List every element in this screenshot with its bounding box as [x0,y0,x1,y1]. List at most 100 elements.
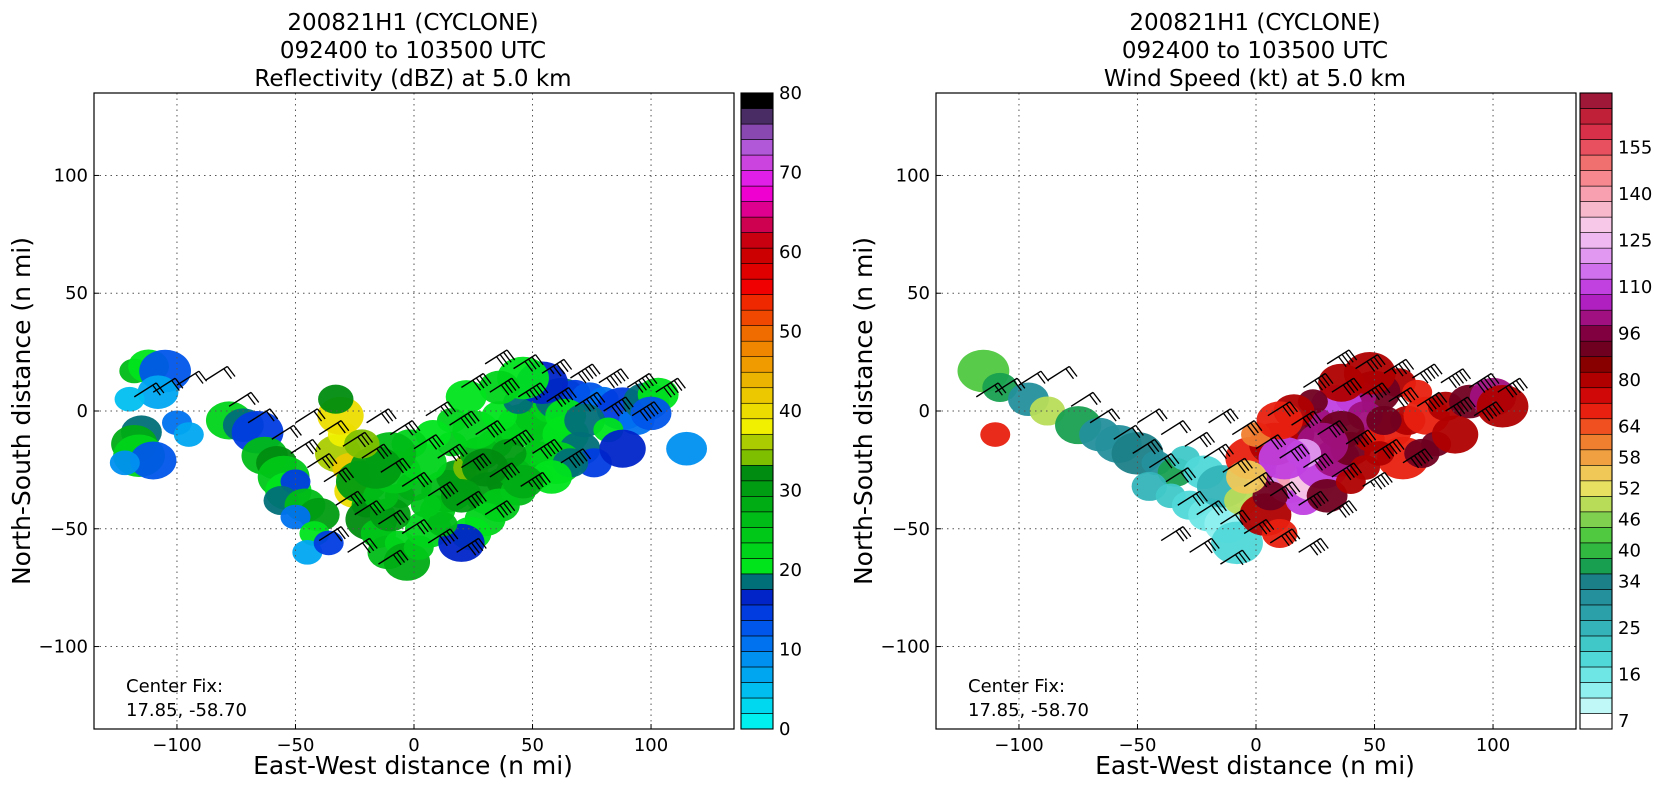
colorbar-tick-label: 80 [1618,370,1641,391]
data-cell [427,511,458,537]
wind-barb [503,429,535,448]
colorbar-segment [740,278,774,295]
x-ticks: −100 −50 0 50 100 [152,724,668,756]
colorbar-segment [1579,573,1613,590]
colorbar-segment [740,108,774,125]
colorbar-segment [740,139,774,156]
colorbar-segment [1579,139,1613,156]
center-fix-label: Center Fix: [126,676,223,697]
wind-barb [1189,537,1220,554]
wind-barb [437,443,468,462]
wind-barb [1298,490,1329,509]
colorbar-segment [740,511,774,528]
colorbar-segment [740,620,774,637]
wind-barb [626,372,658,393]
wind-barb [574,391,606,412]
wind-barb [1208,408,1239,424]
colorbar-segment [1579,682,1613,699]
colorbar-tick-label: 46 [1618,510,1641,531]
colorbar-segment [740,433,774,451]
colorbar-tick-label: 96 [1618,323,1641,344]
colorbar-segment [740,356,774,373]
colorbar-tick-label: 60 [779,242,802,263]
title-line-3: Wind Speed (kt) at 5.0 km [1104,66,1406,92]
wind-barb [1326,500,1358,518]
colorbar-segment [1579,418,1613,435]
y-tick-label: 100 [896,165,930,186]
colorbar-segment [1579,201,1613,218]
wind-barb [1416,391,1448,412]
y-tick-label: −50 [50,519,88,540]
x-tick-label: −100 [994,735,1043,756]
wind-barb [295,408,326,424]
colorbar-segment [1579,154,1613,171]
colorbar-tick-label: 110 [1618,277,1652,298]
colorbar-tick-label: 64 [1618,417,1641,438]
wind-barb [1331,462,1362,481]
colorbar-segment [740,170,774,187]
data-cells [957,349,1529,565]
colorbar-segment [1579,558,1613,575]
colorbar-tick-label: 155 [1618,137,1652,158]
y-tick-label: −50 [892,519,930,540]
data-cell [461,448,509,487]
colorbar-segment [1579,278,1613,295]
colorbar: 7 16 25 34 40 46 52 58 64 80 96 110 125 140 155 [1579,92,1652,732]
wind-barb [1148,453,1180,469]
colorbar-segment [1579,185,1613,202]
colorbar-segment [1579,371,1613,389]
wind-barb [1402,448,1434,469]
colorbar-segment [1579,527,1613,544]
wind-barb [1279,443,1310,462]
wind-barb [1269,528,1301,547]
colorbar-tick-label: 125 [1618,230,1652,251]
wind-barb [1220,509,1251,526]
colorbar-segment [1579,108,1613,125]
wind-barb [1355,354,1386,372]
data-cell [344,429,380,459]
colorbar-segment [740,247,774,264]
colorbar-tick-label: 7 [1618,711,1629,732]
colorbar-segment [1579,697,1613,714]
wind-barb [354,500,385,516]
colorbar-segment [1579,433,1613,451]
x-tick-label: 100 [634,735,668,756]
wind-barb [342,431,374,448]
colorbar-tick-label: 25 [1618,618,1641,639]
data-cell [318,384,354,414]
wind-barb [1137,408,1168,424]
wind-barb [1269,481,1301,500]
wind-barb [1196,500,1227,516]
y-ticks: −100 −50 0 50 100 [39,165,99,658]
colorbar-segment [740,464,774,482]
colorbar: 0 10 20 30 40 50 60 70 80 [740,83,802,740]
colorbar-tick-label: 140 [1618,184,1652,205]
wind-barb [655,377,686,398]
wind-barb [475,420,506,438]
y-tick-label: −100 [881,637,930,658]
wind-barb [541,358,573,377]
center-fix-label: Center Fix: [968,676,1065,697]
x-ticks: −100 −50 0 50 100 [994,724,1510,756]
wind-barb [361,443,392,460]
wind-barb [1160,420,1192,436]
data-cell [445,380,487,414]
colorbar-segment [740,123,774,140]
colorbar-segment [1579,216,1613,233]
colorbar-tick-label: 30 [779,481,802,502]
colorbar-segment [740,387,774,404]
wind-barb [1184,431,1216,448]
colorbar-segment [1579,589,1613,606]
wind-barb [456,490,487,509]
colorbar-tick-label: 70 [779,163,802,184]
wind-barb [425,401,456,417]
x-tick-label: 0 [408,735,419,756]
colorbar-segment [1579,620,1613,637]
data-cell [1306,479,1348,513]
colorbar-tick-label: 34 [1618,572,1641,593]
wind-barb [461,453,492,471]
wind-barb [366,408,397,424]
data-cell [1226,460,1267,494]
wind-barb [176,370,208,386]
colorbar-segment [740,542,774,559]
